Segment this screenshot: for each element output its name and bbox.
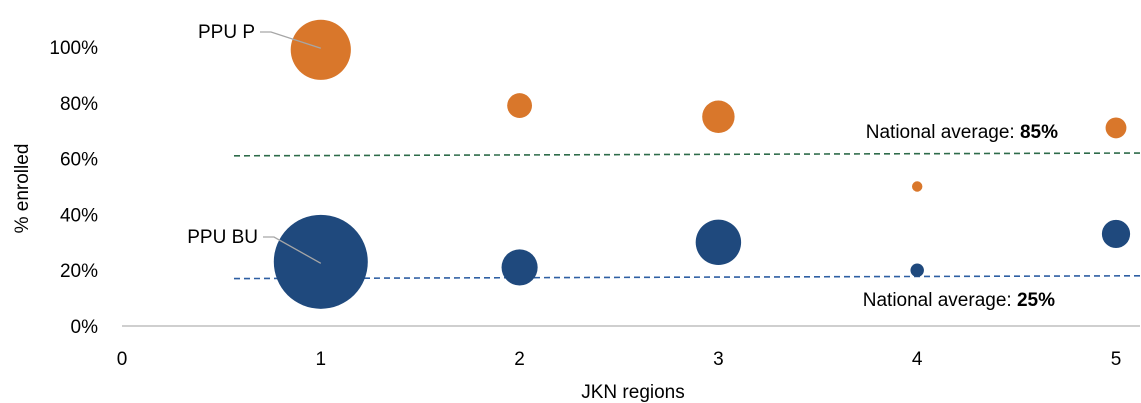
national-average-line — [233, 274, 1141, 280]
national-average-value: 25% — [1017, 290, 1055, 311]
bubble — [290, 19, 351, 80]
callout-leader-line — [263, 236, 322, 264]
national-average-label: National average: 25% — [863, 290, 1055, 311]
y-tick-label: 80% — [60, 94, 98, 115]
x-tick-labels: 0 1 2 3 4 5 — [117, 349, 1122, 370]
reference-lines: National average: 85%National average: 2… — [233, 122, 1141, 311]
y-tick-labels: 0% 20% 40% 60% 80% 100% — [49, 38, 98, 338]
national-average-value: 85% — [1020, 122, 1058, 143]
bubble — [910, 263, 924, 277]
series-label: PPU BU — [187, 227, 258, 248]
series-label: PPU P — [198, 22, 255, 43]
y-tick-label: 40% — [60, 205, 98, 226]
x-tick-label: 0 — [117, 349, 128, 370]
bubble — [501, 249, 538, 286]
bubble — [911, 181, 923, 192]
y-axis-title: % enrolled — [12, 144, 33, 234]
bubble — [695, 219, 742, 266]
y-tick-label: 20% — [60, 261, 98, 282]
x-tick-label: 4 — [912, 349, 923, 370]
x-tick-label: 2 — [514, 349, 525, 370]
national-average-text: National average: — [866, 122, 1020, 143]
bubbles — [273, 19, 1131, 309]
bubble — [1101, 219, 1131, 249]
x-tick-label: 3 — [713, 349, 724, 370]
x-axis-title: JKN regions — [581, 382, 685, 403]
y-tick-label: 100% — [49, 38, 98, 59]
callout-leader-line — [260, 31, 322, 49]
series-callouts: PPU P PPU BU — [187, 22, 322, 264]
bubble — [273, 214, 368, 309]
bubble — [507, 93, 533, 118]
national-average-label: National average: 85% — [866, 122, 1058, 143]
national-average-text: National average: — [863, 290, 1017, 311]
bubble — [702, 100, 735, 133]
x-tick-label: 1 — [316, 349, 327, 370]
national-average-line — [233, 152, 1141, 157]
y-tick-label: 60% — [60, 150, 98, 171]
y-tick-label: 0% — [71, 317, 99, 338]
bubble — [1105, 117, 1127, 139]
x-tick-label: 5 — [1111, 349, 1122, 370]
